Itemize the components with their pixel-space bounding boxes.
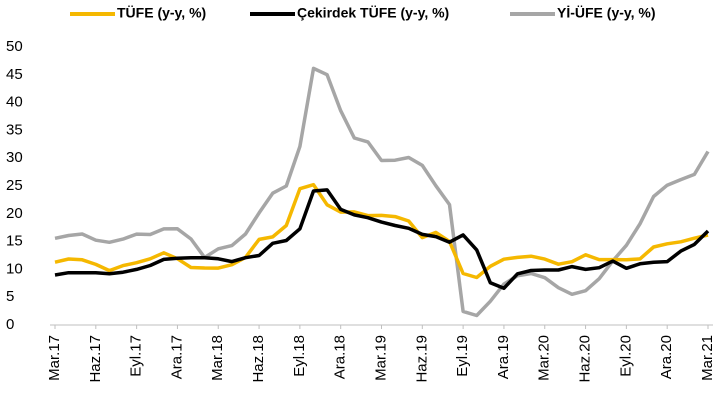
y-tick-label: 15 xyxy=(6,233,23,250)
legend-label: TÜFE (y-y, %) xyxy=(117,5,206,21)
y-tick-label: 35 xyxy=(6,121,23,138)
x-tick-label: Ara.18 xyxy=(332,335,349,379)
x-tick-label: Haz.20 xyxy=(577,335,594,383)
y-tick-label: 0 xyxy=(6,316,14,333)
x-tick-label: Haz.18 xyxy=(250,335,267,383)
y-tick-label: 45 xyxy=(6,66,23,83)
x-tick-label: Mar.21 xyxy=(699,335,716,381)
y-tick-label: 25 xyxy=(6,177,23,194)
x-tick-label: Ara.20 xyxy=(658,335,675,379)
y-tick-label: 30 xyxy=(6,149,23,166)
x-tick-label: Ara.17 xyxy=(168,335,185,379)
legend-label: Çekirdek TÜFE (y-y, %) xyxy=(297,5,449,21)
x-tick-label: Haz.19 xyxy=(413,335,430,383)
y-tick-label: 50 xyxy=(6,38,23,55)
y-tick-label: 10 xyxy=(6,260,23,277)
x-tick-label: Eyl.19 xyxy=(454,335,471,377)
x-tick-label: Mar.18 xyxy=(209,335,226,381)
legend-label: Yİ-ÜFE (y-y, %) xyxy=(557,5,656,21)
x-tick-label: Mar.19 xyxy=(372,335,389,381)
series-line xyxy=(54,182,709,280)
x-tick-label: Eyl.20 xyxy=(617,335,634,377)
x-tick-label: Ara.19 xyxy=(495,335,512,379)
x-tick-label: Mar.17 xyxy=(46,335,63,381)
x-tick-label: Eyl.17 xyxy=(128,335,145,377)
x-tick-label: Mar.20 xyxy=(536,335,553,381)
series-line xyxy=(54,188,710,291)
series-line xyxy=(54,66,710,318)
x-tick-label: Haz.17 xyxy=(87,335,104,383)
y-tick-label: 20 xyxy=(6,205,23,222)
x-tick-label: Eyl.18 xyxy=(291,335,308,377)
y-tick-label: 40 xyxy=(6,94,23,111)
y-tick-label: 5 xyxy=(6,288,14,305)
